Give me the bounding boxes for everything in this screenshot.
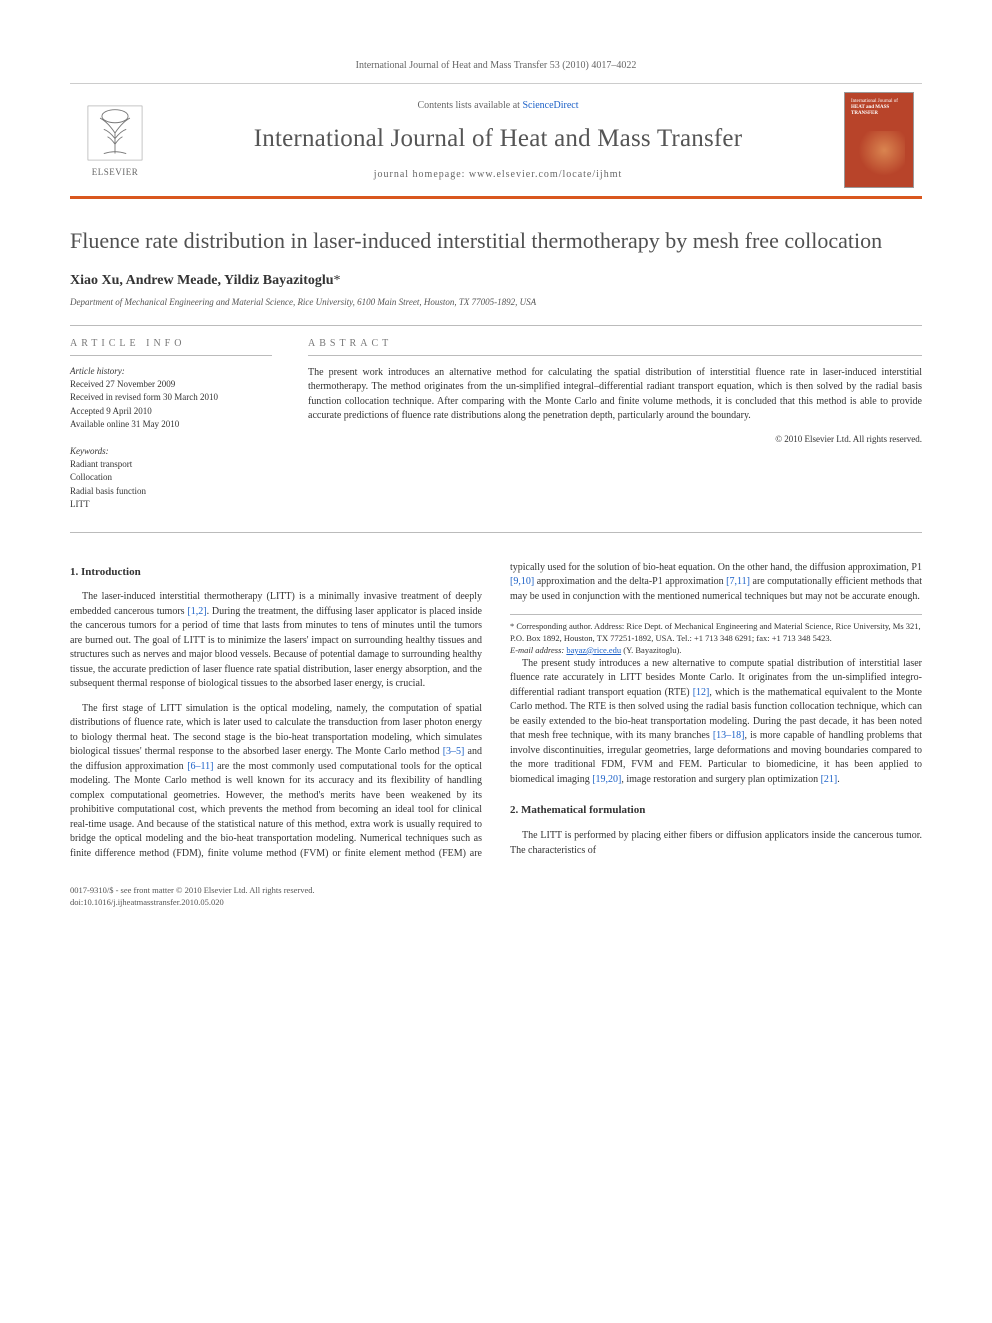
body-text: 1. Introduction The laser-induced inters… — [70, 561, 922, 865]
cover-line1: International Journal of — [851, 99, 898, 104]
contents-prefix: Contents lists available at — [417, 100, 522, 111]
footnote-email-label: E-mail address: — [510, 645, 564, 655]
citation-ref[interactable]: [13–18] — [713, 730, 745, 741]
history-label: Article history: — [70, 366, 272, 376]
keyword: Radiant transport — [70, 458, 272, 472]
abstract-text: The present work introduces an alternati… — [308, 366, 922, 424]
publisher-block: ELSEVIER — [70, 84, 160, 196]
cover-line3: TRANSFER — [851, 111, 878, 116]
body-text-run: . — [837, 774, 840, 785]
keywords-label: Keywords: — [70, 446, 272, 456]
cover-art-icon — [853, 131, 905, 179]
body-text-run: The first stage of LITT simulation is th… — [70, 703, 482, 758]
authors-line: Xiao Xu, Andrew Meade, Yildiz Bayazitogl… — [70, 273, 922, 289]
citation-ref[interactable]: [7,11] — [726, 576, 750, 587]
page-footer: 0017-9310/$ - see front matter © 2010 El… — [70, 885, 922, 909]
body-text-run: . During the treatment, the diffusing la… — [70, 606, 482, 690]
citation-ref[interactable]: [9,10] — [510, 576, 534, 587]
journal-name: International Journal of Heat and Mass T… — [172, 125, 824, 153]
footer-issn: 0017-9310/$ - see front matter © 2010 El… — [70, 885, 922, 897]
top-citation: International Journal of Heat and Mass T… — [70, 60, 922, 71]
footnote-corr: * Corresponding author. Address: Rice De… — [510, 621, 922, 645]
section-heading-2: 2. Mathematical formulation — [510, 803, 922, 819]
citation-ref[interactable]: [6–11] — [187, 761, 213, 772]
citation-ref[interactable]: [1,2] — [187, 606, 206, 617]
section-heading-1: 1. Introduction — [70, 565, 482, 581]
publisher-name: ELSEVIER — [92, 167, 139, 177]
keyword: LITT — [70, 498, 272, 512]
masthead-center: Contents lists available at ScienceDirec… — [160, 84, 836, 196]
sciencedirect-link[interactable]: ScienceDirect — [522, 100, 578, 111]
corresponding-footnote: * Corresponding author. Address: Rice De… — [510, 614, 922, 657]
citation-ref[interactable]: [21] — [821, 774, 838, 785]
abstract-column: ABSTRACT The present work introduces an … — [290, 326, 922, 532]
citation-ref[interactable]: [12] — [693, 687, 710, 698]
body-text-run: approximation and the delta-P1 approxima… — [534, 576, 726, 587]
article-info-column: ARTICLE INFO Article history: Received 2… — [70, 326, 290, 532]
authors-names: Xiao Xu, Andrew Meade, Yildiz Bayazitogl… — [70, 273, 334, 288]
abstract-heading: ABSTRACT — [308, 338, 922, 356]
citation-ref[interactable]: [3–5] — [443, 746, 465, 757]
citation-ref[interactable]: [19,20] — [592, 774, 621, 785]
body-paragraph: The laser-induced interstitial thermothe… — [70, 590, 482, 692]
footnote-email-suffix: (Y. Bayazitoglu). — [621, 645, 681, 655]
abstract-copyright: © 2010 Elsevier Ltd. All rights reserved… — [308, 434, 922, 444]
elsevier-tree-icon — [85, 103, 145, 163]
contents-line: Contents lists available at ScienceDirec… — [172, 100, 824, 111]
journal-homepage: journal homepage: www.elsevier.com/locat… — [172, 169, 824, 180]
body-paragraph: The present study introduces a new alter… — [510, 657, 922, 788]
body-paragraph: The LITT is performed by placing either … — [510, 829, 922, 858]
body-text-run: , image restoration and surgery plan opt… — [621, 774, 820, 785]
footnote-email-link[interactable]: bayaz@rice.edu — [566, 645, 621, 655]
keyword: Radial basis function — [70, 485, 272, 499]
article-title: Fluence rate distribution in laser-induc… — [70, 227, 922, 255]
journal-cover-thumb: International Journal of HEAT and MASS T… — [844, 92, 914, 188]
revised-line: Received in revised form 30 March 2010 — [70, 391, 272, 405]
article-info-heading: ARTICLE INFO — [70, 338, 272, 356]
corresponding-mark: * — [334, 273, 341, 288]
cover-thumb-wrap: International Journal of HEAT and MASS T… — [836, 84, 922, 196]
info-abstract-row: ARTICLE INFO Article history: Received 2… — [70, 325, 922, 533]
masthead: ELSEVIER Contents lists available at Sci… — [70, 83, 922, 199]
keyword: Collocation — [70, 471, 272, 485]
online-line: Available online 31 May 2010 — [70, 418, 272, 432]
footer-doi: doi:10.1016/j.ijheatmasstransfer.2010.05… — [70, 897, 922, 909]
accepted-line: Accepted 9 April 2010 — [70, 405, 272, 419]
affiliation: Department of Mechanical Engineering and… — [70, 297, 922, 307]
cover-line2: HEAT and MASS — [851, 105, 889, 110]
received-line: Received 27 November 2009 — [70, 378, 272, 392]
